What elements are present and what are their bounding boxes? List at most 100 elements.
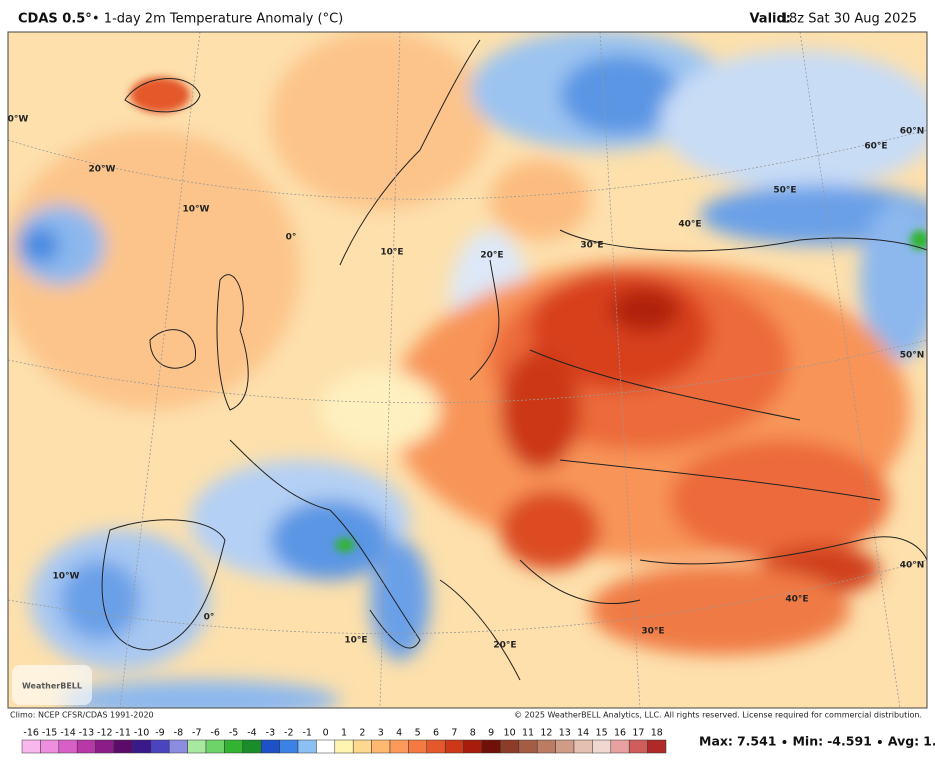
colorbar-cell	[500, 739, 520, 754]
stat-value: 7.541	[737, 734, 777, 749]
colorbar: -16 -15 -14 -13 -12 -11 -10 -9 -8 -7 -6 -5 -4 -3 -2 -1 0…	[21, 728, 667, 754]
valid-label: Valid:	[749, 12, 791, 27]
climo-note: Climo: NCEP CFSR/CDAS 1991-2020	[10, 711, 154, 720]
grid-label: 40°N	[900, 561, 925, 571]
colorbar-label: -12	[97, 728, 113, 739]
map-title: • 1-day 2m Temperature Anomaly (°C)	[92, 12, 343, 27]
model-name: CDAS 0.5°	[18, 12, 92, 27]
stat-value: 1.120	[923, 734, 935, 749]
graticule	[8, 32, 927, 708]
grid-label: 10°W	[183, 205, 210, 215]
stat-label: Min:	[792, 734, 823, 749]
colorbar-label: -5	[229, 728, 238, 739]
logo: WeatherBELL	[22, 682, 82, 691]
grid-label: 40°E	[785, 595, 808, 605]
grid-label: 0°	[204, 613, 215, 623]
grid-label: 20°E	[480, 251, 503, 261]
grid-label: 30°E	[580, 241, 603, 251]
grid-label: 60°N	[900, 127, 925, 137]
colorbar-cell	[610, 739, 630, 754]
colorbar-label: -13	[79, 728, 95, 739]
colorbar-cell	[481, 739, 501, 754]
colorbar-label: 0	[323, 728, 329, 739]
colorbar-cell	[279, 739, 299, 754]
grid-label: 20°W	[89, 165, 116, 175]
grid-label: 10°E	[344, 636, 367, 646]
colorbar-label: 11	[522, 728, 534, 739]
grid-label: 20°E	[493, 641, 516, 651]
header: CDAS 0.5° • 1-day 2m Temperature Anomaly…	[18, 12, 917, 27]
grid-labels: 0°W 20°W 10°W 0° 10°E 20°E 30°E 40°E 50°E 60°E 60°…	[8, 115, 925, 651]
colorbar-cell	[21, 739, 41, 754]
grid-label: 50°N	[900, 351, 925, 361]
colorbar-cell	[132, 739, 152, 754]
colorbar-cell	[352, 739, 372, 754]
colorbar-label: 13	[559, 728, 571, 739]
colorbar-cell	[389, 739, 409, 754]
colorbar-cell	[628, 739, 648, 754]
copyright: © 2025 WeatherBELL Analytics, LLC. All r…	[514, 711, 922, 720]
colorbar-label: 1	[341, 728, 347, 739]
colorbar-label: -2	[284, 728, 293, 739]
stats: Max: 7.541 Min: -4.591 Avg: 1.120	[699, 734, 935, 749]
stat-value: -4.591	[827, 734, 872, 749]
colorbar-cell	[518, 739, 538, 754]
colorbar-cell	[58, 739, 78, 754]
colorbar-cell	[95, 739, 115, 754]
grid-label: 40°E	[678, 220, 701, 230]
colorbar-cell	[113, 739, 133, 754]
colorbar-label: 3	[378, 728, 384, 739]
colorbar-cell	[205, 739, 225, 754]
colorbar-cell	[150, 739, 170, 754]
colorbar-cell	[536, 739, 556, 754]
colorbar-label: -9	[155, 728, 164, 739]
colorbar-cell	[463, 739, 483, 754]
grid-label: 0°W	[8, 115, 29, 125]
colorbar-label: -1	[302, 728, 311, 739]
colorbar-label: 17	[632, 728, 644, 739]
colorbar-cell	[260, 739, 280, 754]
colorbar-label: 15	[596, 728, 608, 739]
colorbar-cell	[592, 739, 612, 754]
colorbar-cell	[168, 739, 188, 754]
grid-label: 10°W	[53, 572, 80, 582]
colorbar-label: 10	[504, 728, 516, 739]
colorbar-label: -14	[60, 728, 76, 739]
stat-label: Avg:	[888, 734, 919, 749]
colorbar-cell	[426, 739, 446, 754]
colorbar-cell	[76, 739, 96, 754]
colorbar-cell	[316, 739, 336, 754]
colorbar-label: 8	[470, 728, 476, 739]
colorbar-cell	[555, 739, 575, 754]
grid-label: 10°E	[380, 248, 403, 258]
colorbar-label: -16	[23, 728, 39, 739]
colorbar-cell	[408, 739, 428, 754]
colorbar-cell	[297, 739, 317, 754]
colorbar-cell	[334, 739, 354, 754]
separator	[782, 740, 787, 744]
colorbar-label: 4	[396, 728, 402, 739]
grid-label: 0°	[286, 233, 297, 243]
colorbar-label: 6	[433, 728, 439, 739]
colorbar-label: -15	[42, 728, 58, 739]
colorbar-label: -7	[192, 728, 201, 739]
logo-box	[12, 665, 92, 705]
colorbar-label: 18	[651, 728, 663, 739]
grid-label: 50°E	[773, 186, 796, 196]
separator	[877, 740, 882, 744]
colorbar-label: 2	[359, 728, 365, 739]
colorbar-cell	[40, 739, 60, 754]
colorbar-cell	[444, 739, 464, 754]
colorbar-label: 14	[577, 728, 589, 739]
colorbar-label: -6	[210, 728, 219, 739]
grid-label: 30°E	[641, 627, 664, 637]
colorbar-label: 12	[540, 728, 552, 739]
colorbar-label: 5	[415, 728, 421, 739]
colorbar-cell	[573, 739, 593, 754]
colorbar-label: -3	[266, 728, 275, 739]
colorbar-cell	[371, 739, 391, 754]
colorbar-label: 16	[614, 728, 626, 739]
coastlines	[101, 39, 927, 681]
